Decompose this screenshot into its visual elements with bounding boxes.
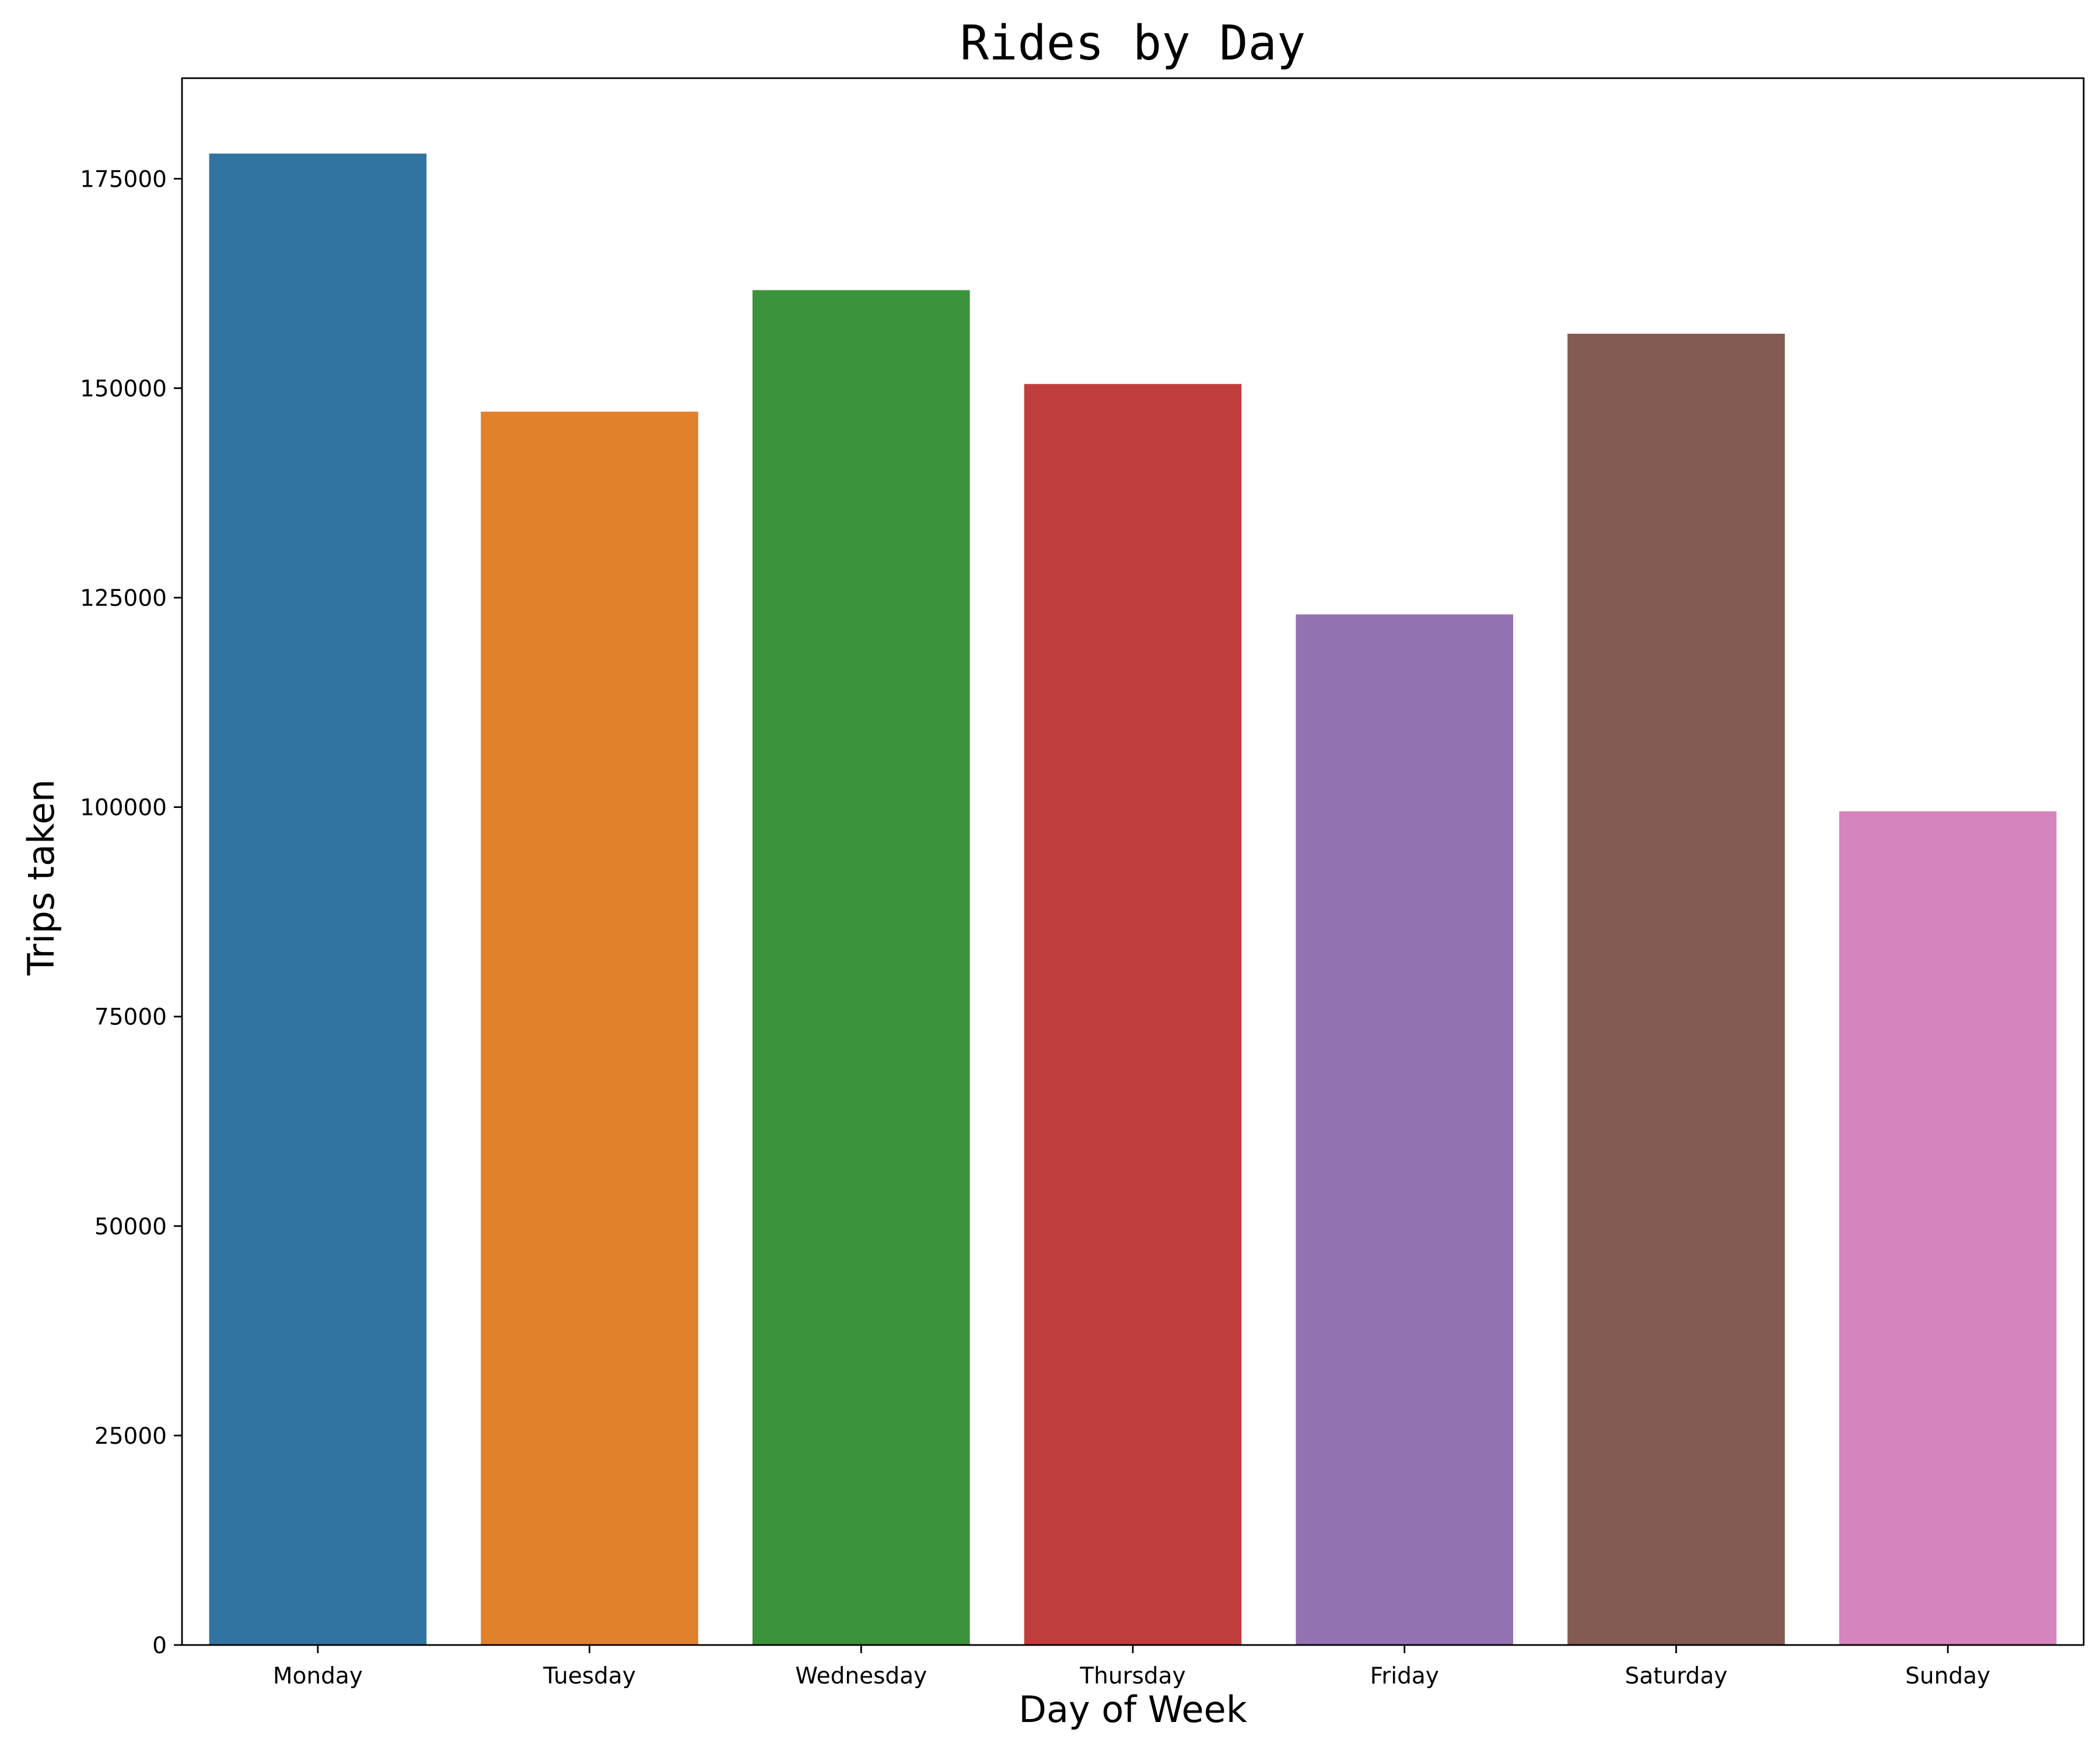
y-tick-label: 175000 — [80, 166, 167, 192]
x-tick-label: Wednesday — [795, 1663, 927, 1689]
y-tick-label: 0 — [152, 1633, 167, 1659]
x-tick-label: Friday — [1370, 1663, 1439, 1689]
y-tick-label: 25000 — [94, 1423, 167, 1450]
x-tick-label: Sunday — [1905, 1663, 1990, 1689]
x-axis-ticks: Monday Tuesday Wednesday Thursday Friday Satu… — [273, 1645, 1990, 1689]
y-axis-label: Trips taken — [20, 779, 62, 976]
plot-frame — [181, 77, 2085, 1646]
y-tick-label: 125000 — [80, 586, 167, 612]
y-tick-label: 150000 — [80, 376, 167, 402]
bar-monday — [209, 153, 427, 1646]
bar-wednesday — [752, 290, 970, 1646]
x-tick-label: Tuesday — [542, 1663, 636, 1689]
y-axis-ticks: 0 25000 50000 75000 100000 125000 150000 175000 — [80, 166, 182, 1659]
bar-thursday — [1024, 384, 1242, 1645]
y-tick-label: 75000 — [94, 1005, 167, 1031]
x-tick-label: Thursday — [1079, 1663, 1185, 1689]
chart-title: Rides by Day — [960, 16, 1306, 71]
y-tick-label: 50000 — [94, 1214, 167, 1240]
x-tick-label: Saturday — [1625, 1663, 1728, 1689]
x-tick-label: Monday — [273, 1663, 363, 1689]
bar-sunday — [1839, 811, 2057, 1645]
bar-friday — [1296, 614, 1513, 1645]
y-tick-label: 100000 — [80, 795, 167, 821]
bar-tuesday — [481, 411, 698, 1645]
x-axis-label: Day of Week — [1019, 1688, 1247, 1731]
bar-saturday — [1567, 334, 1785, 1646]
bars-group — [209, 153, 2057, 1646]
